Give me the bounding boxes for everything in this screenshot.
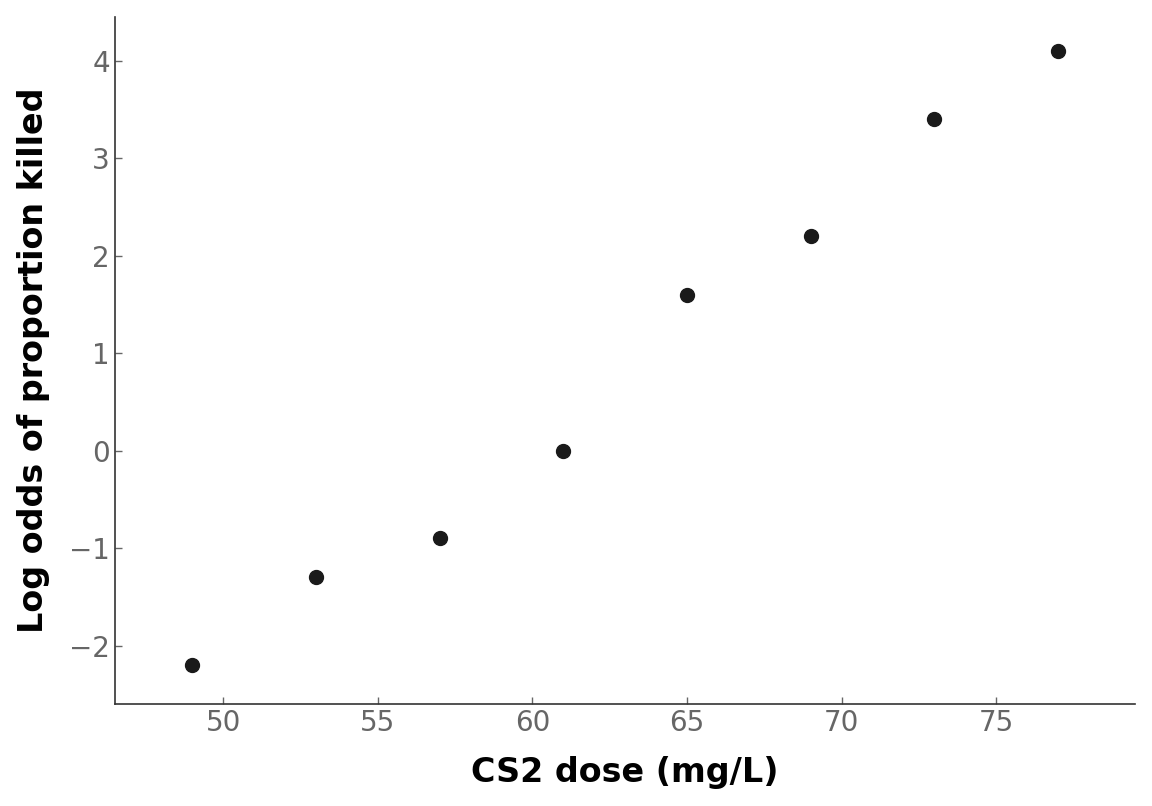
Point [431, 532, 449, 545]
Point [1048, 44, 1067, 57]
Point [802, 230, 820, 243]
Point [554, 444, 573, 457]
X-axis label: CS2 dose (mg/L): CS2 dose (mg/L) [471, 756, 779, 789]
Point [677, 288, 696, 301]
Y-axis label: Log odds of proportion killed: Log odds of proportion killed [16, 88, 50, 633]
Point [183, 659, 202, 671]
Point [925, 113, 943, 126]
Point [306, 571, 325, 584]
